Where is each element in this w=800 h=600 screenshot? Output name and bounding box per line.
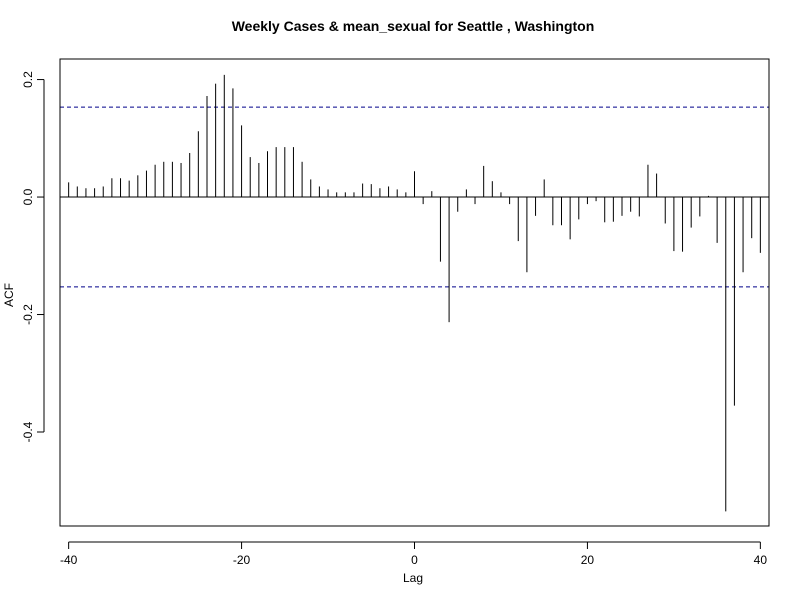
y-tick-label: 0.2 <box>21 71 35 88</box>
acf-spikes <box>60 74 769 512</box>
y-tick-label: -0.2 <box>21 304 35 325</box>
y-axis-label: ACF <box>2 283 16 307</box>
chart-title: Weekly Cases & mean_sexual for Seattle ,… <box>232 18 595 34</box>
x-tick-label: -40 <box>60 553 78 567</box>
x-axis-label: Lag <box>403 571 423 585</box>
x-tick-label: -20 <box>233 553 251 567</box>
y-tick-label: -0.4 <box>21 421 35 442</box>
plot-frame <box>59 58 770 527</box>
confidence-bands <box>60 106 769 288</box>
y-axis: -0.4 -0.2 0.0 0.2 <box>21 71 45 442</box>
y-tick-label: 0.0 <box>21 188 35 205</box>
x-axis: -40 -20 0 20 40 <box>60 541 768 567</box>
x-tick-label: 0 <box>411 553 418 567</box>
x-tick-label: 40 <box>754 553 768 567</box>
x-tick-label: 20 <box>581 553 595 567</box>
